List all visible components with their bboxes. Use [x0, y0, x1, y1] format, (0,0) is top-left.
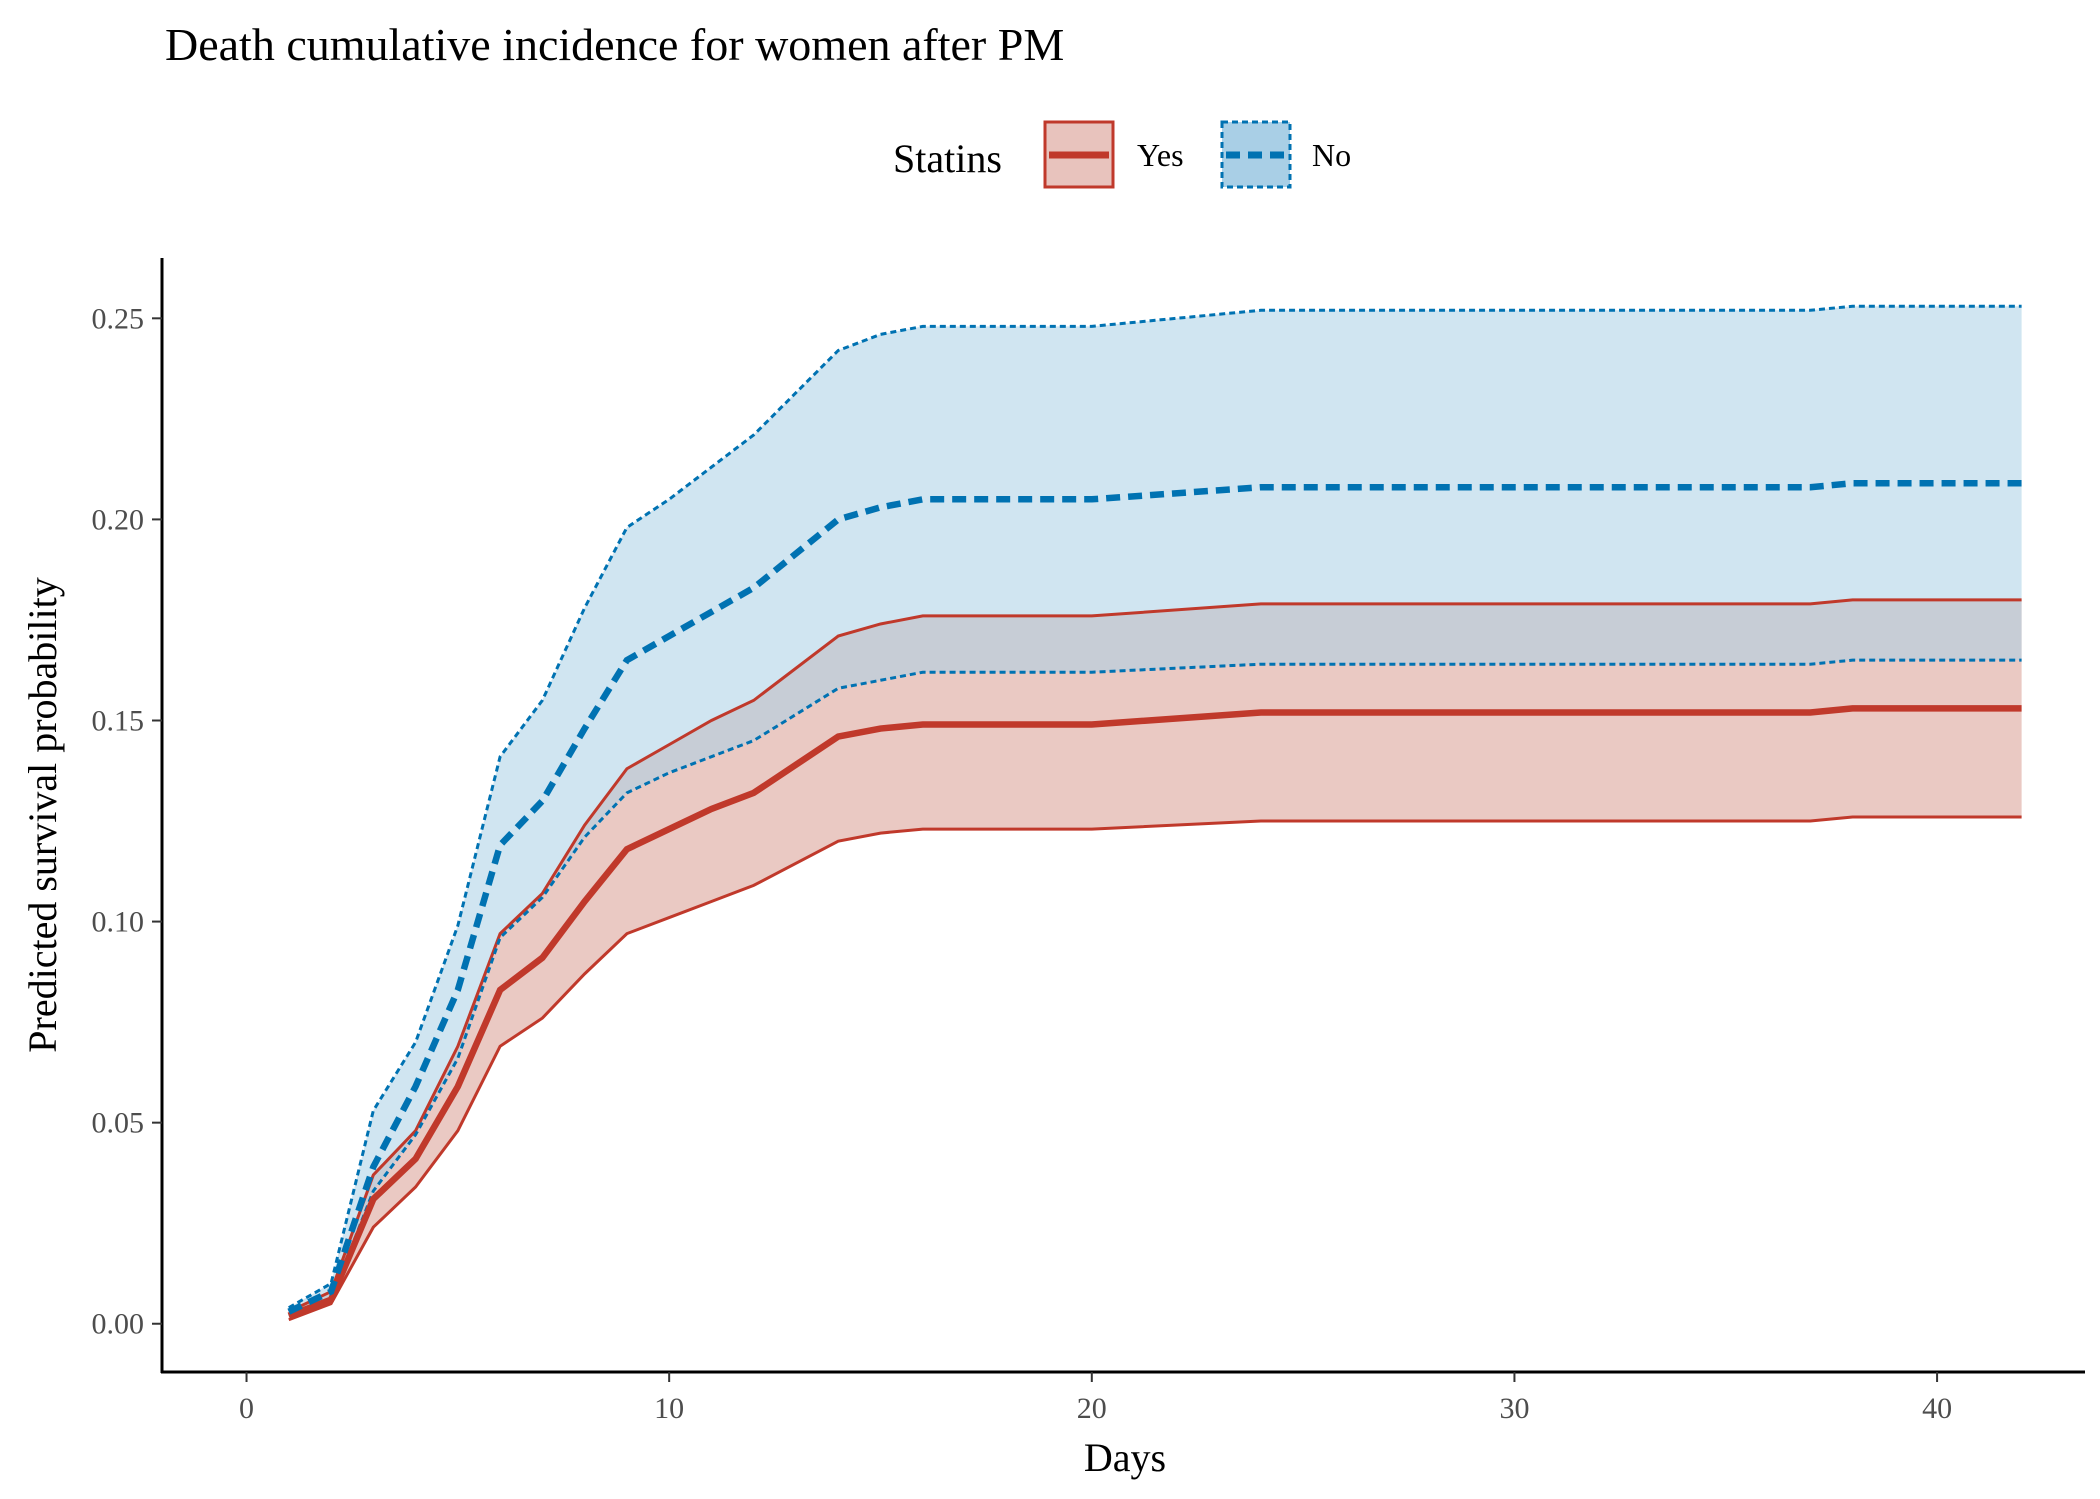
y-tick-label: 0.10 [92, 906, 145, 939]
chart-title: Death cumulative incidence for women aft… [165, 19, 1064, 70]
x-axis: 0 10 20 30 40 [239, 1372, 1952, 1425]
legend: Statins Yes No [893, 120, 1351, 189]
band-lower-yes [288, 815, 2022, 1322]
plot-area [287, 304, 2022, 1322]
legend-label-yes: Yes [1137, 137, 1184, 173]
x-tick-label: 20 [1077, 1392, 1107, 1425]
y-tick-label: 0.20 [92, 503, 145, 536]
y-tick-label: 0.05 [92, 1107, 145, 1140]
x-tick-label: 40 [1922, 1392, 1952, 1425]
legend-label-no: No [1312, 137, 1351, 173]
ribbon-no [288, 306, 2022, 1316]
band-upper-no [288, 304, 2022, 1309]
y-tick-label: 0.25 [92, 302, 145, 335]
ribbon-yes [288, 599, 2022, 1320]
x-tick-label: 0 [239, 1392, 254, 1425]
x-tick-label: 30 [1499, 1392, 1529, 1425]
y-axis-title: Predicted survival probability [20, 577, 65, 1052]
y-tick-label: 0.15 [92, 704, 145, 737]
legend-title: Statins [893, 136, 1002, 181]
y-tick-label: 0.00 [92, 1308, 145, 1341]
x-axis-title: Days [1084, 1435, 1166, 1480]
band-lower-no [288, 658, 2022, 1318]
series-line-no [287, 479, 2022, 1315]
series-line-yes [287, 705, 2022, 1319]
band-upper-yes [288, 598, 2022, 1314]
x-tick-label: 10 [654, 1392, 684, 1425]
y-axis: 0.00 0.05 0.10 0.15 0.20 0.25 [92, 302, 162, 1341]
